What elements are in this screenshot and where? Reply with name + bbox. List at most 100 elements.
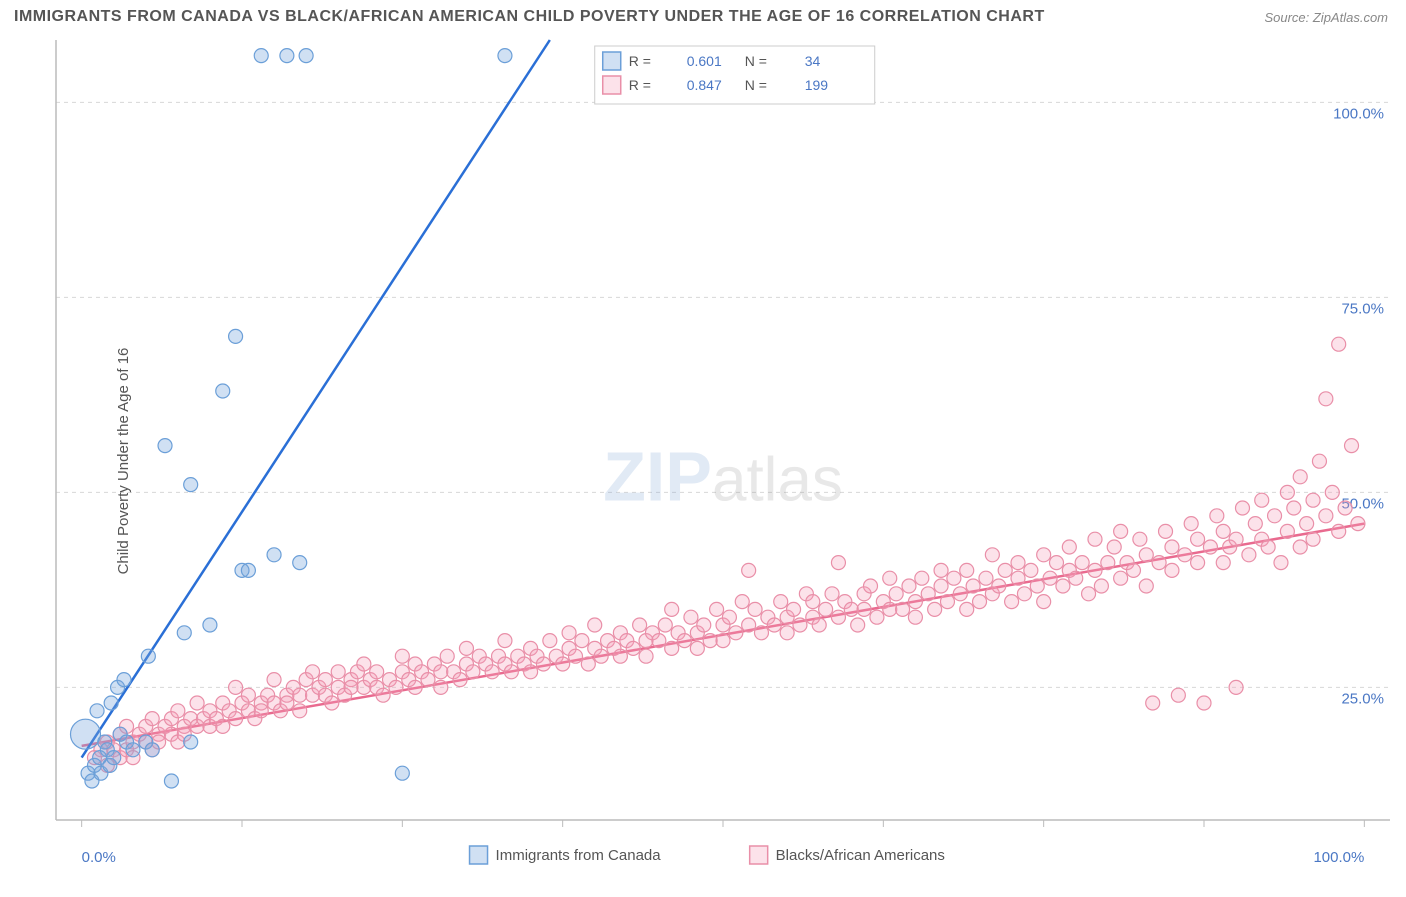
pink-series-point [1082,587,1096,601]
pink-series-point [812,618,826,632]
pink-series-point [459,641,473,655]
pink-series-point [1203,540,1217,554]
watermark: ZIPatlas [603,437,843,515]
pink-series-point [934,563,948,577]
pink-series-point [953,587,967,601]
pink-series-point [229,712,243,726]
pink-series-point [318,673,332,687]
pink-series-point [1062,540,1076,554]
blue-series-point [177,626,191,640]
blue-series-point [184,478,198,492]
pink-series-point [1293,540,1307,554]
pink-series-point [908,595,922,609]
pink-series-point [960,602,974,616]
pink-series-point [1011,556,1025,570]
blue-series-point [90,704,104,718]
pink-series-point [928,602,942,616]
blue-series-point [241,563,255,577]
blue-series-point [498,49,512,63]
pink-series-point [819,602,833,616]
pink-series-point [1037,548,1051,562]
y-axis-label: Child Poverty Under the Age of 16 [115,348,132,575]
blue-series-point [126,743,140,757]
pink-series-point [793,618,807,632]
pink-series-point [742,618,756,632]
pink-series-point [171,704,185,718]
pink-series-point [1306,532,1320,546]
legend-n-value: 199 [805,77,829,93]
legend-n-label: N = [745,77,767,93]
blue-series-point [107,751,121,765]
pink-series-point [626,641,640,655]
pink-series-point [453,673,467,687]
pink-series-point [1037,595,1051,609]
blue-series-point [299,49,313,63]
blue-series-point [145,743,159,757]
pink-series-point [1165,563,1179,577]
pink-series-point [1345,439,1359,453]
pink-series-point [1165,540,1179,554]
pink-series-point [1229,680,1243,694]
pink-series-point [1338,501,1352,515]
pink-series-point [960,563,974,577]
pink-series-point [466,665,480,679]
pink-series-point [1146,696,1160,710]
pink-series-point [902,579,916,593]
legend-n-label: N = [745,53,767,69]
pink-series-point [908,610,922,624]
pink-series-point [1017,587,1031,601]
pink-series-point [1274,556,1288,570]
pink-series-point [1088,563,1102,577]
bottom-legend-swatch [470,846,488,864]
pink-series-point [658,618,672,632]
blue-series-point [164,774,178,788]
pink-series-point [1351,517,1365,531]
pink-series-point [831,556,845,570]
legend-n-value: 34 [805,53,821,69]
blue-series-point [293,556,307,570]
pink-series-point [710,602,724,616]
pink-series-point [241,688,255,702]
legend-r-label: R = [629,53,651,69]
pink-series-point [1268,509,1282,523]
pink-series-point [678,634,692,648]
pink-series-point [979,571,993,585]
legend-r-label: R = [629,77,651,93]
pink-series-point [293,704,307,718]
pink-series-point [498,634,512,648]
pink-series-point [716,634,730,648]
pink-series-point [1171,688,1185,702]
pink-series-point [1114,524,1128,538]
chart-container: Child Poverty Under the Age of 16 25.0%5… [0,30,1406,892]
pink-series-point [722,610,736,624]
pink-series-point [536,657,550,671]
y-tick-label: 100.0% [1333,105,1384,122]
blue-series-point [395,766,409,780]
pink-series-point [1101,556,1115,570]
pink-series-point [697,618,711,632]
pink-series-point [1133,532,1147,546]
pink-series-point [639,649,653,663]
pink-series-point [1216,556,1230,570]
blue-series-point [104,696,118,710]
x-max-label: 100.0% [1313,849,1364,866]
pink-series-point [787,602,801,616]
pink-series-point [229,680,243,694]
pink-series-point [1319,392,1333,406]
pink-series-point [1107,540,1121,554]
pink-series-point [889,587,903,601]
pink-series-point [831,610,845,624]
bottom-legend-swatch [750,846,768,864]
pink-series-point [665,602,679,616]
pink-series-point [825,587,839,601]
pink-series-point [267,673,281,687]
pink-series-point [568,649,582,663]
pink-series-point [754,626,768,640]
blue-series-point [203,618,217,632]
pink-series-point [1332,524,1346,538]
x-min-label: 0.0% [82,849,116,866]
blue-series-point [267,548,281,562]
pink-series-point [1293,470,1307,484]
pink-series-point [851,618,865,632]
pink-series-point [934,579,948,593]
